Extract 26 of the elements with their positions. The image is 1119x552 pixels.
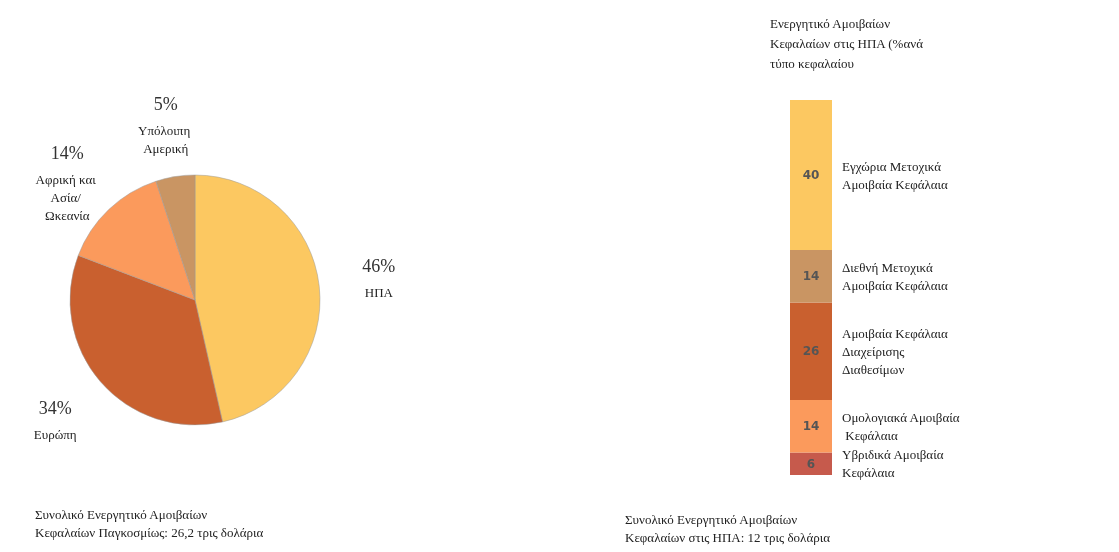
bar: [790, 250, 832, 303]
series-label: Υβριδικά Αμοιβαία Κεφάλαια: [842, 447, 947, 481]
slice-label: Ευρώπη: [33, 426, 77, 442]
data-label: 5%: [153, 94, 178, 115]
text: Συνολικό Ενεργητικό Αμοιβαίων Κεφαλαίων στις ΗΠΑ: 12 τρις δολάρια: [625, 511, 831, 545]
data-label: 46%: [362, 256, 396, 277]
data-label: 14: [802, 419, 820, 434]
data-label: 26: [802, 344, 820, 359]
bar: [790, 100, 832, 250]
slice-label: Υπόλοιπη Αμερική: [138, 122, 194, 156]
bar: [790, 452, 832, 475]
series-label: Διεθνή Μετοχικά Αμοιβαία Κεφάλαια: [842, 259, 949, 293]
data-label: 40: [802, 168, 820, 182]
chart-title: Ενεργητικό Αμοιβαίων Κεφαλαίων στις ΗΠΑ (%ανά τύπο κεφαλαίου: [770, 15, 927, 71]
slice-label: ΗΠΑ: [364, 284, 394, 300]
slice-label: Αφρική και Ασία/ Ωκεανία: [35, 171, 100, 223]
text: Συνολικό Ενεργητικό Αμοιβαίων Κεφαλαίων Παγκοσμίως: 26,2 τρις δολάρια: [35, 506, 264, 540]
series-label: Αμοιβαία Κεφάλαια Διαχείρισης Διαθεσίμων: [842, 325, 952, 377]
data-label: 34%: [38, 398, 72, 419]
bar: [790, 400, 832, 453]
bar: [790, 302, 832, 400]
series-label: Εγχώρια Μετοχικά Αμοιβαία Κεφάλαια: [842, 158, 949, 192]
data-label: 6: [806, 456, 816, 471]
series-label: Ομολογιακά Αμοιβαία Κεφάλαια: [842, 409, 960, 443]
data-label: 14%: [50, 143, 84, 164]
data-label: 14: [802, 269, 820, 284]
